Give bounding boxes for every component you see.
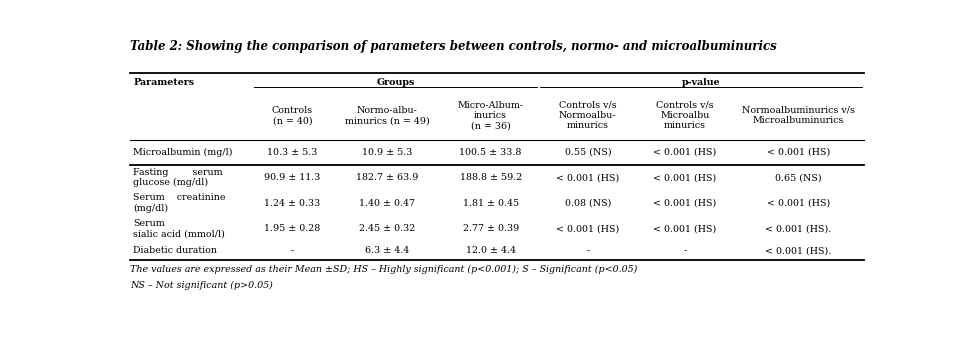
Text: 1.81 ± 0.45: 1.81 ± 0.45 bbox=[462, 198, 518, 208]
Text: Controls
(n = 40): Controls (n = 40) bbox=[271, 106, 313, 125]
Text: < 0.001 (HS): < 0.001 (HS) bbox=[653, 173, 716, 182]
Text: < 0.001 (HS): < 0.001 (HS) bbox=[653, 198, 716, 208]
Text: -: - bbox=[291, 246, 294, 255]
Text: < 0.001 (HS).: < 0.001 (HS). bbox=[765, 224, 830, 233]
Text: < 0.001 (HS): < 0.001 (HS) bbox=[555, 173, 619, 182]
Text: < 0.001 (HS): < 0.001 (HS) bbox=[766, 148, 829, 157]
Text: 2.77 ± 0.39: 2.77 ± 0.39 bbox=[462, 224, 518, 233]
Text: 0.55 (NS): 0.55 (NS) bbox=[564, 148, 610, 157]
Text: 1.40 ± 0.47: 1.40 ± 0.47 bbox=[359, 198, 415, 208]
Text: Table 2: Showing the comparison of parameters between controls, normo- and micro: Table 2: Showing the comparison of param… bbox=[130, 40, 776, 54]
Text: Serum
sialic acid (mmol/l): Serum sialic acid (mmol/l) bbox=[133, 219, 225, 238]
Text: 6.3 ± 4.4: 6.3 ± 4.4 bbox=[365, 246, 409, 255]
Text: 0.08 (NS): 0.08 (NS) bbox=[564, 198, 610, 208]
Text: Normoalbuminurics v/s
Microalbuminurics: Normoalbuminurics v/s Microalbuminurics bbox=[741, 106, 854, 125]
Text: < 0.001 (HS): < 0.001 (HS) bbox=[653, 148, 716, 157]
Text: -: - bbox=[585, 246, 589, 255]
Text: < 0.001 (HS): < 0.001 (HS) bbox=[766, 198, 829, 208]
Text: p-value: p-value bbox=[681, 78, 720, 87]
Text: 100.5 ± 33.8: 100.5 ± 33.8 bbox=[459, 148, 521, 157]
Text: Parameters: Parameters bbox=[133, 78, 194, 87]
Text: Controls v/s
Normoalbu-
minurics: Controls v/s Normoalbu- minurics bbox=[558, 101, 616, 130]
Text: Microalbumin (mg/l): Microalbumin (mg/l) bbox=[133, 148, 233, 157]
Text: Controls v/s
Microalbu
minurics: Controls v/s Microalbu minurics bbox=[655, 101, 713, 130]
Text: 0.65 (NS): 0.65 (NS) bbox=[774, 173, 821, 182]
Text: Micro-Album-
inurics
(n = 36): Micro-Album- inurics (n = 36) bbox=[457, 101, 523, 130]
Text: Groups: Groups bbox=[376, 78, 415, 87]
Text: -: - bbox=[682, 246, 686, 255]
Text: Fasting        serum
glucose (mg/dl): Fasting serum glucose (mg/dl) bbox=[133, 168, 223, 187]
Text: < 0.001 (HS): < 0.001 (HS) bbox=[653, 224, 716, 233]
Text: 90.9 ± 11.3: 90.9 ± 11.3 bbox=[264, 173, 320, 182]
Text: NS – Not significant (p>0.05): NS – Not significant (p>0.05) bbox=[130, 281, 273, 290]
Text: Normo-albu-
minurics (n = 49): Normo-albu- minurics (n = 49) bbox=[345, 106, 429, 125]
Text: 2.45 ± 0.32: 2.45 ± 0.32 bbox=[359, 224, 415, 233]
Text: < 0.001 (HS): < 0.001 (HS) bbox=[555, 224, 619, 233]
Text: < 0.001 (HS).: < 0.001 (HS). bbox=[765, 246, 830, 255]
Text: 1.95 ± 0.28: 1.95 ± 0.28 bbox=[264, 224, 320, 233]
Text: 1.24 ± 0.33: 1.24 ± 0.33 bbox=[264, 198, 320, 208]
Text: 10.9 ± 5.3: 10.9 ± 5.3 bbox=[361, 148, 412, 157]
Text: 188.8 ± 59.2: 188.8 ± 59.2 bbox=[459, 173, 521, 182]
Text: Serum    creatinine
(mg/dl): Serum creatinine (mg/dl) bbox=[133, 193, 226, 213]
Text: 12.0 ± 4.4: 12.0 ± 4.4 bbox=[465, 246, 516, 255]
Text: Diabetic duration: Diabetic duration bbox=[133, 246, 217, 255]
Text: 182.7 ± 63.9: 182.7 ± 63.9 bbox=[356, 173, 419, 182]
Text: The values are expressed as their Mean ±SD; HS – Highly significant (p<0.001); S: The values are expressed as their Mean ±… bbox=[130, 265, 637, 274]
Text: 10.3 ± 5.3: 10.3 ± 5.3 bbox=[266, 148, 317, 157]
